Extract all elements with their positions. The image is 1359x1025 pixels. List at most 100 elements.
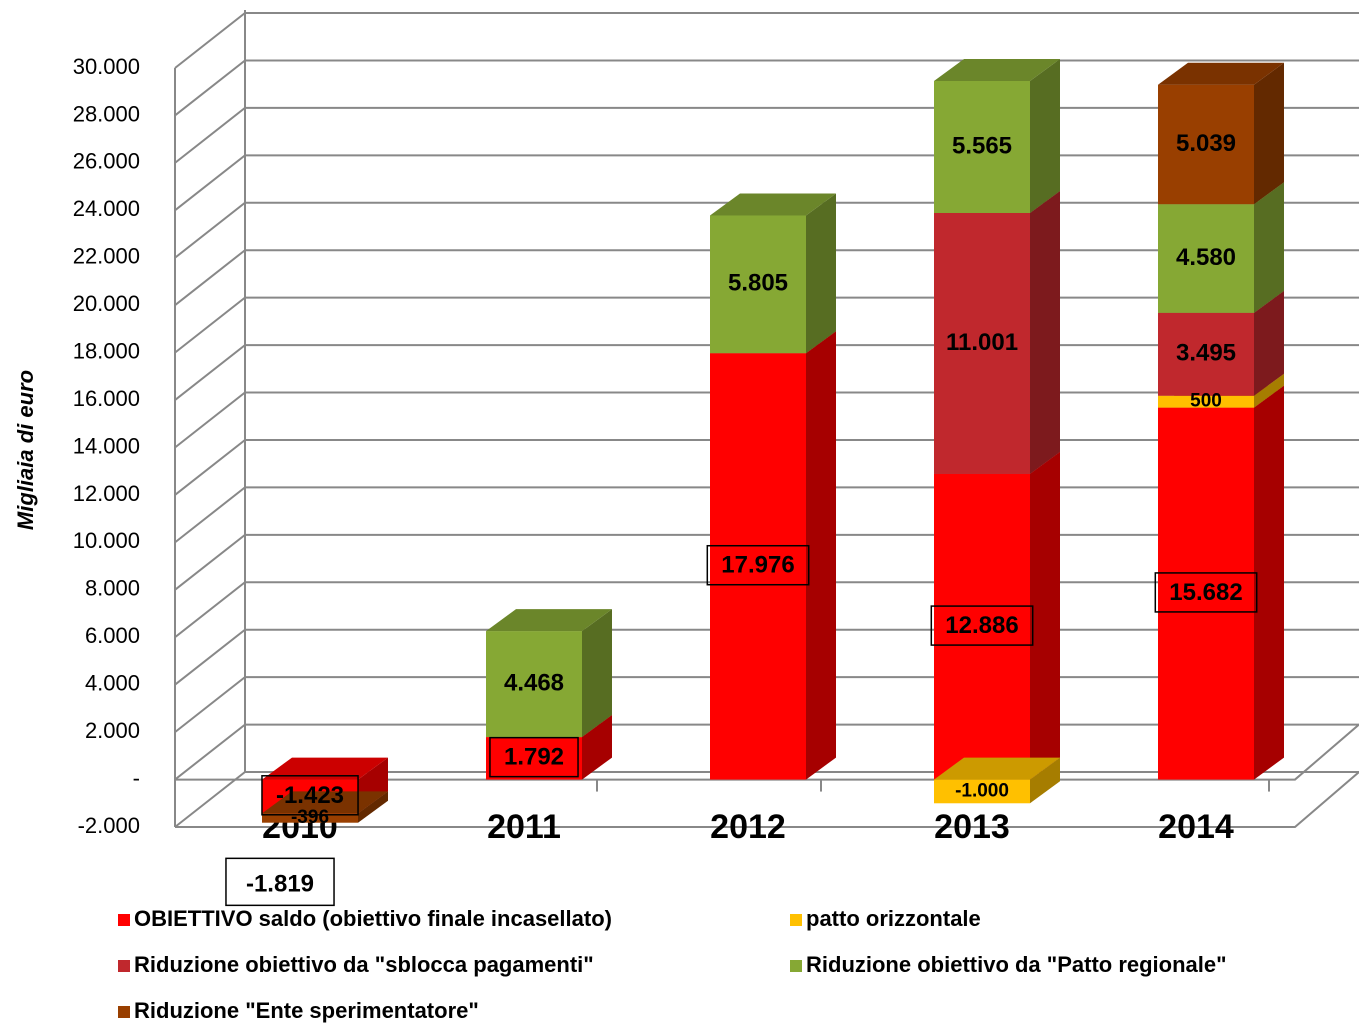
value-label: -1.000	[955, 780, 1009, 801]
y-tick-label: 20.000	[73, 291, 140, 316]
legend-label: patto orizzontale	[806, 906, 981, 931]
x-tick-label: 2011	[487, 808, 561, 846]
bar-top	[262, 757, 388, 780]
bar-side	[1030, 190, 1060, 474]
legend-swatch	[118, 914, 130, 926]
y-tick-label: 10.000	[73, 528, 140, 553]
bar-front	[1158, 312, 1254, 396]
bar-segment	[934, 58, 1060, 213]
y-tick-label: 18.000	[73, 338, 140, 363]
value-label: 5.805	[728, 270, 788, 297]
bar-front	[934, 80, 1030, 213]
label-box	[261, 775, 359, 816]
x-tick-label: 2014	[1158, 808, 1234, 846]
value-label: 5.039	[1176, 130, 1236, 157]
legend-label: Riduzione "Ente sperimentatore"	[134, 998, 479, 1023]
y-tick-label: 28.000	[73, 101, 140, 126]
bar-side	[806, 331, 836, 780]
bar-segment	[1158, 62, 1284, 205]
legend-swatch	[118, 960, 130, 972]
y-tick-label: 12.000	[73, 481, 140, 506]
value-label: 4.580	[1176, 244, 1236, 271]
bar-front	[710, 215, 806, 354]
x-tick-label: 2013	[934, 808, 1010, 846]
bar-front	[1158, 84, 1254, 205]
bar-top	[934, 757, 1060, 780]
bar-front	[1158, 407, 1254, 780]
bar-segment	[934, 757, 1060, 804]
value-label: 5.565	[952, 132, 1012, 159]
label-box	[930, 605, 1034, 646]
bar-side	[1254, 385, 1284, 780]
bar-top	[710, 193, 836, 216]
value-label: 3.495	[1176, 340, 1236, 367]
legend-swatch	[118, 1006, 130, 1018]
bar-segment	[486, 609, 612, 738]
y-tick-label: 22.000	[73, 244, 140, 269]
bar-front	[1158, 395, 1254, 408]
y-axis-label: Migliaia di euro	[13, 370, 38, 530]
y-tick-label: 26.000	[73, 149, 140, 174]
y-tick-label: 8.000	[85, 576, 140, 601]
bar-side	[1254, 290, 1284, 396]
bar-segment	[262, 791, 388, 823]
annotation-box	[225, 857, 335, 907]
y-tick-label: 6.000	[85, 623, 140, 648]
legend-label: Riduzione obiettivo da "sblocca pagament…	[134, 952, 594, 977]
floor-line	[175, 771, 1359, 828]
bar-front	[710, 353, 806, 780]
label-box	[1154, 572, 1258, 613]
bar-side	[1030, 451, 1060, 780]
y-tick-label: 30.000	[73, 54, 140, 79]
bar-segment	[710, 193, 836, 354]
bar-segment	[710, 331, 836, 780]
bar-side	[1254, 182, 1284, 313]
bar-side	[1254, 62, 1284, 205]
x-tick-label: 2012	[710, 808, 786, 846]
y-tick-label: -	[133, 765, 140, 790]
value-label: 15.682	[1169, 579, 1242, 606]
bar-top	[262, 791, 388, 814]
value-label: 11.001	[946, 329, 1018, 356]
value-label: 500	[1190, 391, 1222, 412]
bar-segment	[1158, 385, 1284, 780]
y-tick-label: 2.000	[85, 718, 140, 743]
bar-side	[1254, 373, 1284, 408]
y-tick-label: 14.000	[73, 433, 140, 458]
legend-swatch	[790, 914, 802, 926]
bar-top	[486, 609, 612, 632]
value-label: -1.423	[276, 782, 344, 809]
bar-side	[806, 193, 836, 354]
legend-label: Riduzione obiettivo da "Patto regionale"	[806, 952, 1227, 977]
annotation: -1.819	[246, 870, 314, 897]
label-box	[489, 736, 579, 778]
bar-front	[934, 779, 1030, 804]
value-label: 17.976	[721, 552, 794, 579]
bar-top	[934, 58, 1060, 81]
value-label: -396	[291, 807, 329, 828]
y-tick-label: 16.000	[73, 386, 140, 411]
legend-label: OBIETTIVO saldo (obiettivo finale incase…	[134, 906, 612, 931]
bar-front	[262, 813, 358, 823]
bar-side	[582, 609, 612, 738]
bar-front	[486, 737, 582, 780]
bar-front	[486, 631, 582, 738]
bar-segment	[934, 190, 1060, 474]
value-label: 12.886	[945, 612, 1018, 639]
y-tick-label: 4.000	[85, 671, 140, 696]
bar-side	[1030, 58, 1060, 213]
bar-top	[1158, 62, 1284, 85]
y-tick-label: 24.000	[73, 196, 140, 221]
label-box	[706, 544, 810, 586]
y-tick-label: -2.000	[78, 813, 140, 838]
value-label: 4.468	[504, 669, 564, 696]
bar-side	[358, 791, 388, 823]
value-label: 1.792	[504, 744, 564, 771]
bar-front	[934, 212, 1030, 474]
bar-side	[1030, 757, 1060, 804]
bar-front	[1158, 204, 1254, 313]
bar-side	[582, 715, 612, 780]
bar-front	[934, 473, 1030, 780]
legend-swatch	[790, 960, 802, 972]
